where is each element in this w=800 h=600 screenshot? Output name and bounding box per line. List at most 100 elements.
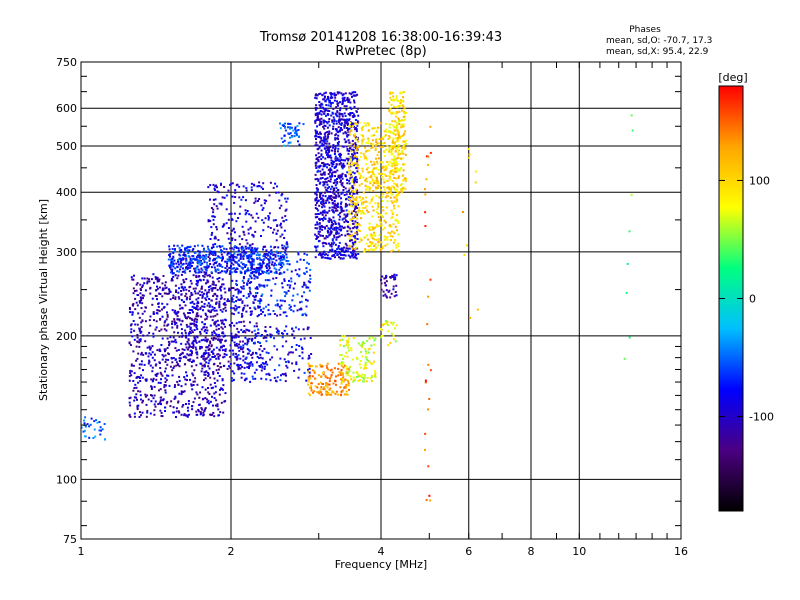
data-point [177, 259, 179, 261]
data-point [229, 356, 232, 358]
data-point [218, 256, 221, 259]
data-point [350, 175, 353, 178]
data-point [154, 276, 157, 279]
data-point [260, 264, 263, 267]
data-point [402, 105, 405, 108]
data-point [261, 262, 264, 265]
data-point [262, 337, 265, 340]
data-point [234, 196, 237, 198]
data-point [272, 219, 275, 222]
data-point [341, 249, 344, 252]
x-tick-label: 1 [78, 545, 85, 558]
data-point [328, 257, 331, 260]
data-point [226, 260, 229, 263]
data-point [354, 248, 357, 251]
data-point [319, 165, 321, 168]
data-point [214, 293, 217, 296]
data-point [352, 380, 355, 383]
data-point [209, 184, 212, 187]
data-point [200, 315, 203, 318]
data-point [630, 114, 633, 117]
data-point [389, 296, 392, 299]
data-point [353, 113, 355, 116]
data-point [296, 260, 299, 263]
data-point [213, 336, 216, 339]
data-point [232, 313, 235, 316]
data-point [328, 151, 330, 153]
data-point [325, 151, 328, 154]
data-point [211, 331, 214, 334]
data-point [340, 153, 342, 156]
data-point [166, 347, 169, 349]
data-point [224, 306, 227, 309]
data-point [140, 353, 143, 356]
data-point [284, 209, 287, 212]
data-point [318, 135, 321, 138]
data-point [355, 196, 358, 199]
data-point [213, 397, 216, 400]
data-point [252, 302, 255, 304]
data-point [174, 347, 177, 350]
data-point [346, 162, 349, 165]
data-point [220, 345, 223, 348]
data-point [288, 304, 291, 306]
data-point [265, 373, 268, 376]
data-point [273, 246, 276, 249]
data-point [195, 276, 198, 279]
data-point [338, 194, 341, 197]
data-point [241, 309, 244, 312]
data-point [397, 222, 400, 224]
data-point [337, 176, 340, 179]
data-point [397, 145, 400, 148]
data-point [306, 261, 309, 264]
data-point [371, 215, 374, 218]
data-point [206, 338, 209, 341]
data-point [226, 262, 229, 265]
data-point [341, 164, 344, 167]
data-point [245, 251, 248, 254]
data-point [183, 314, 186, 317]
data-point [392, 231, 395, 234]
data-point [243, 251, 246, 254]
data-point [303, 252, 306, 255]
data-point [198, 403, 201, 406]
data-point [240, 246, 243, 249]
data-point [212, 352, 215, 355]
data-point [378, 142, 381, 145]
data-point [191, 300, 194, 303]
data-point [345, 140, 348, 143]
data-point [343, 386, 346, 389]
data-point [159, 409, 162, 412]
data-point [207, 220, 210, 223]
data-point [164, 377, 167, 380]
data-point [174, 274, 177, 277]
data-point [248, 329, 250, 332]
data-point [187, 354, 190, 357]
data-point [236, 288, 239, 291]
data-point [225, 222, 228, 225]
data-point [163, 386, 166, 389]
data-point [385, 175, 388, 177]
data-point [142, 369, 144, 372]
data-point [167, 323, 170, 326]
data-point [158, 330, 161, 332]
data-point [231, 237, 234, 240]
data-point [396, 146, 398, 149]
data-point [181, 244, 184, 247]
data-point [249, 362, 252, 365]
data-point [318, 166, 321, 169]
data-point [265, 265, 268, 268]
data-point [209, 238, 212, 240]
data-point [358, 363, 361, 366]
data-point [251, 272, 254, 275]
data-point [227, 237, 230, 240]
data-point [355, 356, 358, 359]
data-point [157, 381, 160, 384]
data-point [331, 185, 334, 188]
data-point [320, 153, 323, 156]
data-point [400, 167, 403, 170]
data-point [377, 185, 380, 187]
data-point [334, 157, 337, 160]
data-point [371, 226, 374, 229]
data-point [356, 238, 359, 240]
